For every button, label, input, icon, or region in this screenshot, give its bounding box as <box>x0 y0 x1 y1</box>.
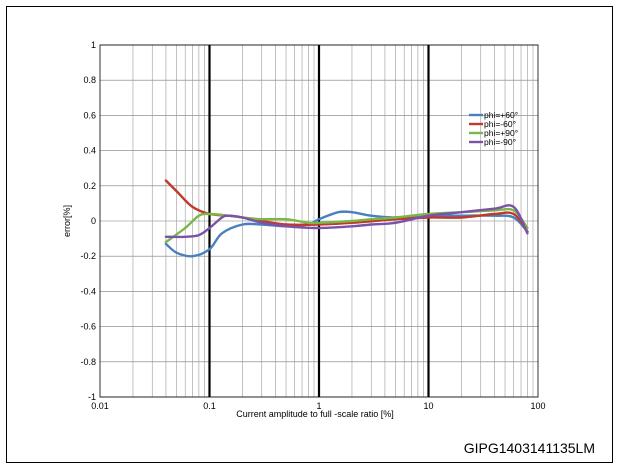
legend-label: phi=-60° <box>484 119 516 129</box>
major-grid <box>208 45 430 397</box>
y-tick-label: 0.2 <box>83 181 96 191</box>
tick-labels: 0.01 0.1 1 10 100 1 0.8 0.6 0.4 0.2 0 -0.2 -0.4 -0.6 -… <box>80 40 545 411</box>
series-line <box>164 204 529 239</box>
y-axis-label: error[%] <box>62 205 72 237</box>
y-tick-label: 0.6 <box>83 110 96 120</box>
y-tick-label: -0.2 <box>80 251 96 261</box>
y-tick-label: -0.4 <box>80 286 96 296</box>
x-axis-label: Current amplitude to full -scale ratio [… <box>236 409 394 419</box>
x-tick-label: 0.1 <box>203 401 216 411</box>
y-tick-label: 0 <box>91 216 96 226</box>
legend-label: phi=+90° <box>484 128 518 138</box>
x-tick-label: 0.01 <box>91 401 109 411</box>
y-tick-label: 1 <box>91 40 96 50</box>
x-tick-label: 100 <box>530 401 545 411</box>
y-tick-label: 0.4 <box>83 146 96 156</box>
x-tick-label: 1 <box>316 401 321 411</box>
y-tick-label: -0.8 <box>80 357 96 367</box>
figure-frame <box>6 6 613 463</box>
plot-area-border <box>99 44 539 398</box>
series-line <box>164 179 529 233</box>
y-tick-label: -0.6 <box>80 322 96 332</box>
legend-label: phi=-90° <box>484 137 516 147</box>
series-lines <box>164 179 529 258</box>
x-tick-label: 10 <box>423 401 433 411</box>
series-line <box>164 210 529 258</box>
figure-id-label: GIPG1403141135LM <box>463 440 595 456</box>
y-tick-label: -1 <box>88 392 96 402</box>
legend: phi=+60°phi=-60°phi=+90°phi=-90° <box>469 110 518 147</box>
y-tick-label: 0.8 <box>83 75 96 85</box>
legend-label: phi=+60° <box>484 110 518 120</box>
